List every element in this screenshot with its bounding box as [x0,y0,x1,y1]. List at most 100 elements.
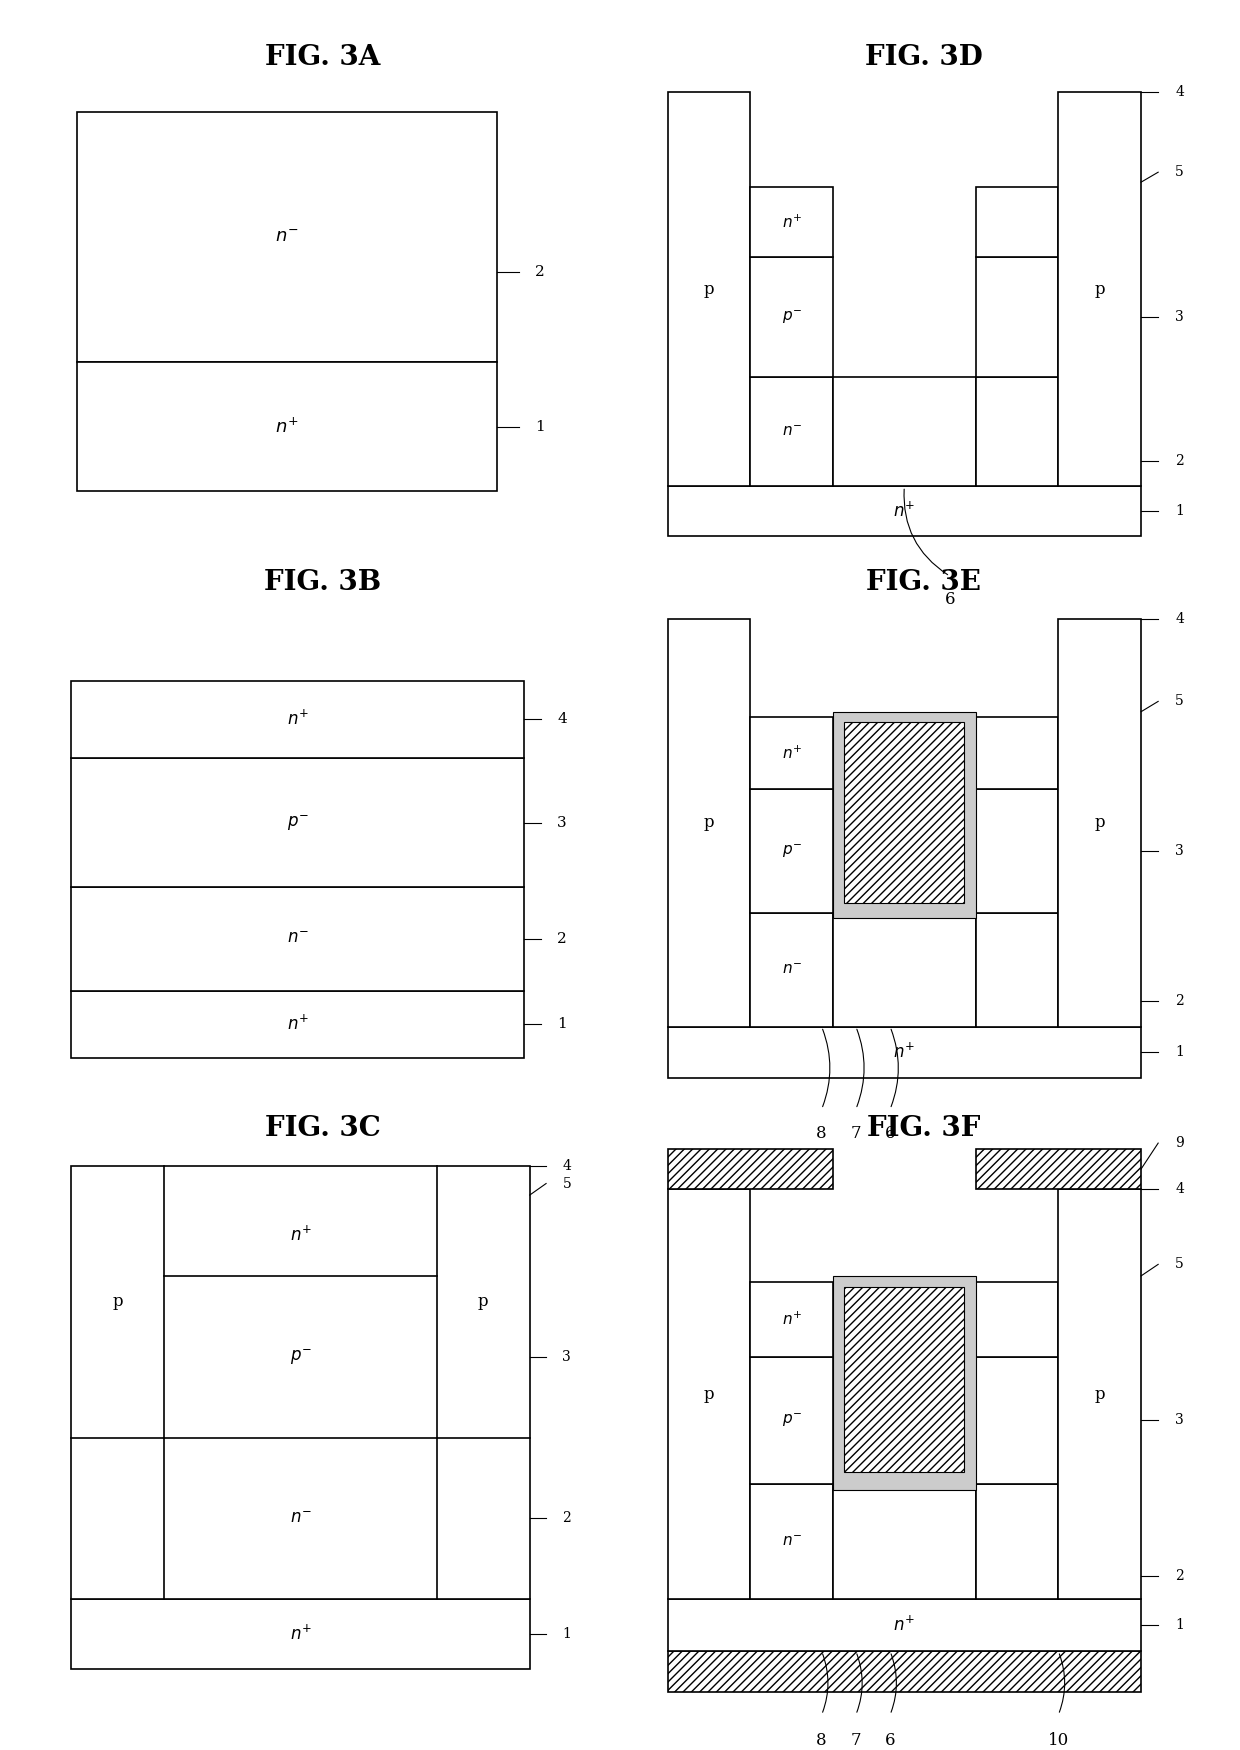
Text: 2: 2 [563,1512,572,1526]
Text: 3: 3 [1176,844,1184,858]
Bar [1059,93,1141,487]
Bar [976,914,1059,1027]
Bar [667,620,750,1027]
Bar [976,1356,1059,1484]
Text: $n^{+}$: $n^{+}$ [781,1311,802,1328]
Text: FIG. 3F: FIG. 3F [867,1115,981,1143]
Text: 1: 1 [536,420,544,434]
Bar [833,712,976,919]
Text: 5: 5 [563,1176,572,1190]
Bar [750,718,833,789]
Text: 1: 1 [557,1017,567,1031]
Text: $p^{-}$: $p^{-}$ [290,1348,311,1367]
Text: 1: 1 [1176,1045,1184,1059]
Bar [833,1484,976,1600]
Text: $n^{-}$: $n^{-}$ [286,931,309,947]
Text: $n^{-}$: $n^{-}$ [290,1510,311,1528]
Bar [667,1148,833,1190]
Text: 3: 3 [1176,310,1184,324]
Bar [77,112,497,362]
Text: 1: 1 [1176,504,1184,518]
Bar [750,376,833,487]
Bar [833,914,976,1027]
Text: 2: 2 [1176,455,1184,469]
Bar [750,1281,833,1356]
Bar [667,93,750,487]
Text: $p^{-}$: $p^{-}$ [286,812,309,833]
Bar [844,1288,965,1472]
Text: $n^{-}$: $n^{-}$ [781,1535,802,1549]
Bar [667,1027,1141,1078]
Bar [750,187,833,257]
Text: 7: 7 [851,1732,861,1750]
Bar [72,1166,529,1600]
Text: $n^{+}$: $n^{+}$ [893,1615,915,1634]
Bar [667,1190,750,1600]
Text: $n^{-}$: $n^{-}$ [781,963,802,977]
Text: p: p [1095,282,1105,298]
Bar [72,1600,529,1669]
Bar [976,1484,1059,1600]
Text: 6: 6 [885,1125,895,1141]
Bar [833,376,976,487]
Text: 2: 2 [557,931,567,945]
Text: $n^{+}$: $n^{+}$ [893,502,915,522]
Text: $n^{-}$: $n^{-}$ [275,228,299,247]
Bar [72,681,525,758]
Text: 4: 4 [557,712,567,726]
Text: $n^{+}$: $n^{+}$ [286,1015,309,1034]
Bar [976,789,1059,914]
Text: 8: 8 [816,1125,827,1141]
Text: FIG. 3B: FIG. 3B [264,569,381,597]
Text: 3: 3 [557,816,567,829]
Text: FIG. 3A: FIG. 3A [264,44,381,72]
Bar [77,362,497,492]
Text: 6: 6 [945,592,955,609]
Bar [750,789,833,914]
Text: 5: 5 [1176,164,1184,178]
Bar [750,1484,833,1600]
Text: FIG. 3E: FIG. 3E [867,569,981,597]
Text: 7: 7 [851,1125,861,1141]
Text: $n^{-}$: $n^{-}$ [781,424,802,439]
Text: 1: 1 [563,1628,572,1641]
Bar [833,1276,976,1489]
Text: 6: 6 [885,1732,895,1750]
Text: p: p [703,282,714,298]
Text: FIG. 3C: FIG. 3C [264,1115,381,1143]
Text: $p^{-}$: $p^{-}$ [781,842,802,859]
Text: 4: 4 [1176,1183,1184,1197]
Bar [750,1356,833,1484]
Text: $p^{-}$: $p^{-}$ [781,1412,802,1430]
Bar [1059,620,1141,1027]
Bar [976,1148,1141,1190]
Text: $n^{+}$: $n^{+}$ [781,744,802,761]
Bar [976,718,1059,789]
Text: p: p [1095,1386,1105,1404]
Text: 1: 1 [1176,1619,1184,1633]
Bar [976,376,1059,487]
Text: 5: 5 [1176,695,1184,709]
Text: FIG. 3D: FIG. 3D [866,44,982,72]
Text: 8: 8 [816,1732,827,1750]
Text: 5: 5 [1176,1256,1184,1270]
Bar [750,914,833,1027]
Text: 2: 2 [536,264,544,278]
Text: 3: 3 [563,1349,572,1363]
Text: 9: 9 [1176,1136,1184,1150]
Bar [976,1281,1059,1356]
Text: p: p [1095,814,1105,831]
Text: 2: 2 [1176,994,1184,1008]
Text: $n^{+}$: $n^{+}$ [893,1043,915,1062]
Text: 4: 4 [1176,86,1184,100]
Text: 10: 10 [1048,1732,1069,1750]
Text: 2: 2 [1176,1570,1184,1584]
Bar [844,723,965,903]
Bar [72,990,525,1057]
Text: 3: 3 [1176,1414,1184,1428]
Text: $p^{-}$: $p^{-}$ [781,308,802,326]
Text: $n^{+}$: $n^{+}$ [275,416,299,436]
Text: $n^{+}$: $n^{+}$ [290,1225,311,1246]
Bar [976,187,1059,257]
Bar [667,1600,1141,1652]
